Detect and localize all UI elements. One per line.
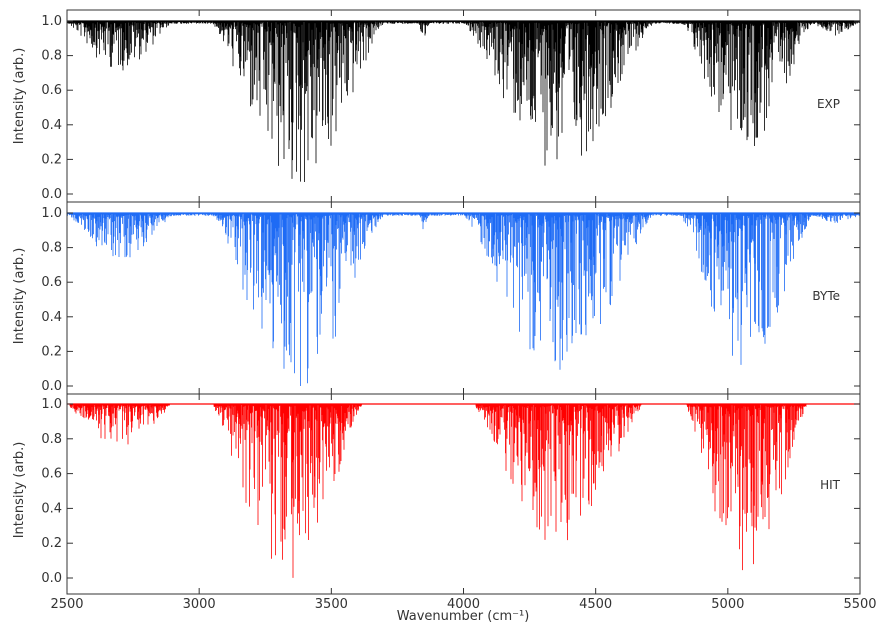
plot-area-byte — [66, 212, 861, 386]
y-tick-label: 0.0 — [41, 571, 62, 586]
x-tick-label: 3500 — [315, 597, 348, 612]
y-tick-label: 0.2 — [41, 536, 62, 551]
x-axis: 2500 3000 3500 4000 4500 5000 5500 — [50, 597, 876, 612]
y-tick-label: 0.8 — [41, 49, 62, 64]
plot-area-exp — [66, 20, 861, 182]
panel-exp: 0.0 0.2 0.4 0.6 0.8 1.0 Intensity (arb.) EXP — [12, 9, 861, 203]
y-axis-byte: 0.0 0.2 0.4 0.6 0.8 1.0 — [41, 202, 861, 394]
y-tick-label: 0.0 — [41, 187, 62, 202]
x-tick-label: 5500 — [843, 597, 876, 612]
y-tick-label: 0.0 — [41, 379, 62, 394]
y-tick-label: 1.0 — [41, 397, 62, 412]
x-tick-label: 2500 — [50, 597, 83, 612]
y-axis-title-byte: Intensity (arb.) — [12, 248, 27, 345]
y-tick-label: 0.8 — [41, 432, 62, 447]
y-tick-label: 0.2 — [41, 152, 62, 167]
y-tick-label: 0.4 — [41, 310, 62, 325]
y-tick-label: 0.4 — [41, 118, 62, 133]
x-tick-label: 4500 — [579, 597, 612, 612]
series-label-exp: EXP — [817, 97, 840, 111]
series-label-hit: HIT — [820, 478, 841, 492]
y-axis-title-exp: Intensity (arb.) — [12, 48, 27, 145]
panel-hit: 0.0 0.2 0.4 0.6 0.8 1.0 Intensity (arb.) HIT — [12, 393, 861, 595]
plot-area-hit — [67, 403, 860, 578]
x-tick-label: 4000 — [447, 597, 480, 612]
panel-byte: 0.0 0.2 0.4 0.6 0.8 1.0 Intensity (arb.) BYTe — [12, 201, 861, 395]
y-tick-label: 0.8 — [41, 241, 62, 256]
y-tick-label: 0.6 — [41, 83, 62, 98]
y-axis-exp: 0.0 0.2 0.4 0.6 0.8 1.0 — [41, 10, 861, 202]
y-axis-title-hit: Intensity (arb.) — [12, 442, 27, 539]
y-tick-label: 1.0 — [41, 206, 62, 221]
spectrum-lines-exp — [66, 21, 861, 182]
panel-frame-exp — [66, 9, 861, 203]
y-tick-label: 0.4 — [41, 501, 62, 516]
y-tick-label: 0.6 — [41, 275, 62, 290]
y-tick-label: 1.0 — [41, 14, 62, 29]
x-tick-label: 3000 — [183, 597, 216, 612]
x-tick-label: 5000 — [711, 597, 744, 612]
spectrum-lines-byte — [66, 213, 861, 386]
x-axis-title: Wavenumber (cm⁻¹) — [397, 609, 530, 624]
y-axis-hit: 0.0 0.2 0.4 0.6 0.8 1.0 — [41, 394, 861, 594]
y-tick-label: 0.6 — [41, 467, 62, 482]
spectrum-lines-hit — [69, 404, 807, 578]
series-label-byte: BYTe — [812, 289, 840, 303]
y-tick-label: 0.2 — [41, 344, 62, 359]
